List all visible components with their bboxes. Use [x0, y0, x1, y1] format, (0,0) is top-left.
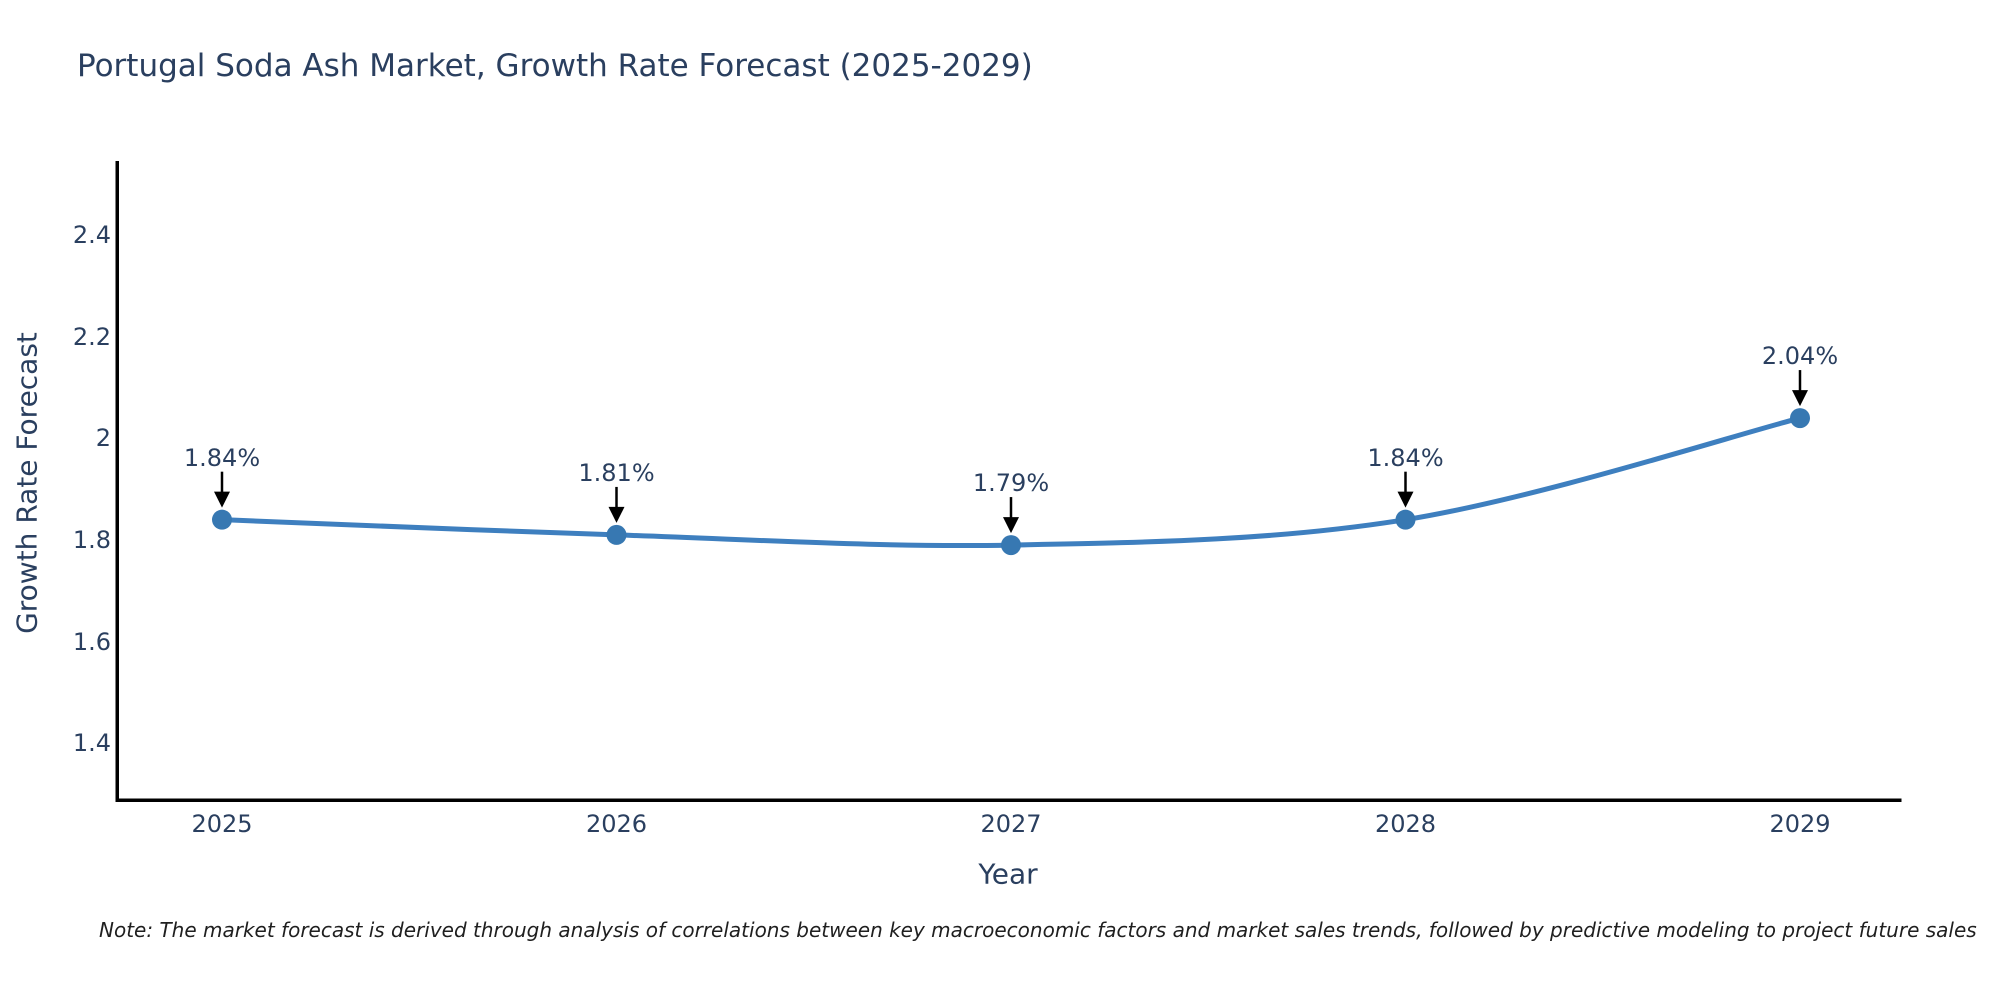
- data-point-marker: [1395, 509, 1416, 530]
- y-tick-label: 1.8: [72, 526, 111, 554]
- annotation-arrow-head: [1792, 390, 1808, 407]
- y-axis-title: Growth Rate Forecast: [10, 332, 44, 634]
- x-axis-title: Year: [978, 857, 1038, 891]
- y-tick-label: 2.2: [72, 322, 111, 351]
- data-point-annotation: 1.84%: [183, 443, 261, 472]
- data-point-marker: [1001, 535, 1021, 556]
- annotation-arrow-head: [1003, 517, 1019, 534]
- annotation-arrow-head: [214, 491, 230, 508]
- x-tick-label: 2028: [1374, 810, 1437, 838]
- data-point-annotation: 1.84%: [1367, 443, 1444, 472]
- y-tick-label: 2: [95, 424, 111, 453]
- x-tick-label: 2027: [980, 810, 1042, 838]
- data-point-annotation: 1.81%: [578, 458, 655, 487]
- x-axis-line: [115, 798, 1902, 802]
- series-group: [212, 370, 1810, 556]
- x-tick-label: 2025: [191, 810, 253, 838]
- y-axis-line: [115, 161, 119, 802]
- y-tick-label: 2.4: [72, 221, 111, 250]
- footnote: Note: The market forecast is derived thr…: [99, 918, 1977, 942]
- data-point-marker: [212, 509, 232, 530]
- data-point-annotation: 1.79%: [972, 469, 1050, 498]
- data-point-marker: [606, 524, 627, 545]
- y-tick-label: 1.4: [72, 729, 111, 758]
- x-tick-label: 2026: [585, 810, 648, 838]
- data-point-marker: [1790, 408, 1810, 429]
- x-tick-label: 2029: [1769, 810, 1831, 838]
- annotation-arrow-head: [1397, 491, 1414, 508]
- annotation-arrow-head: [608, 506, 625, 523]
- chart-title: Portugal Soda Ash Market, Growth Rate Fo…: [77, 48, 1033, 84]
- data-point-annotation: 2.04%: [1761, 342, 1839, 371]
- y-tick-label: 1.6: [72, 627, 111, 656]
